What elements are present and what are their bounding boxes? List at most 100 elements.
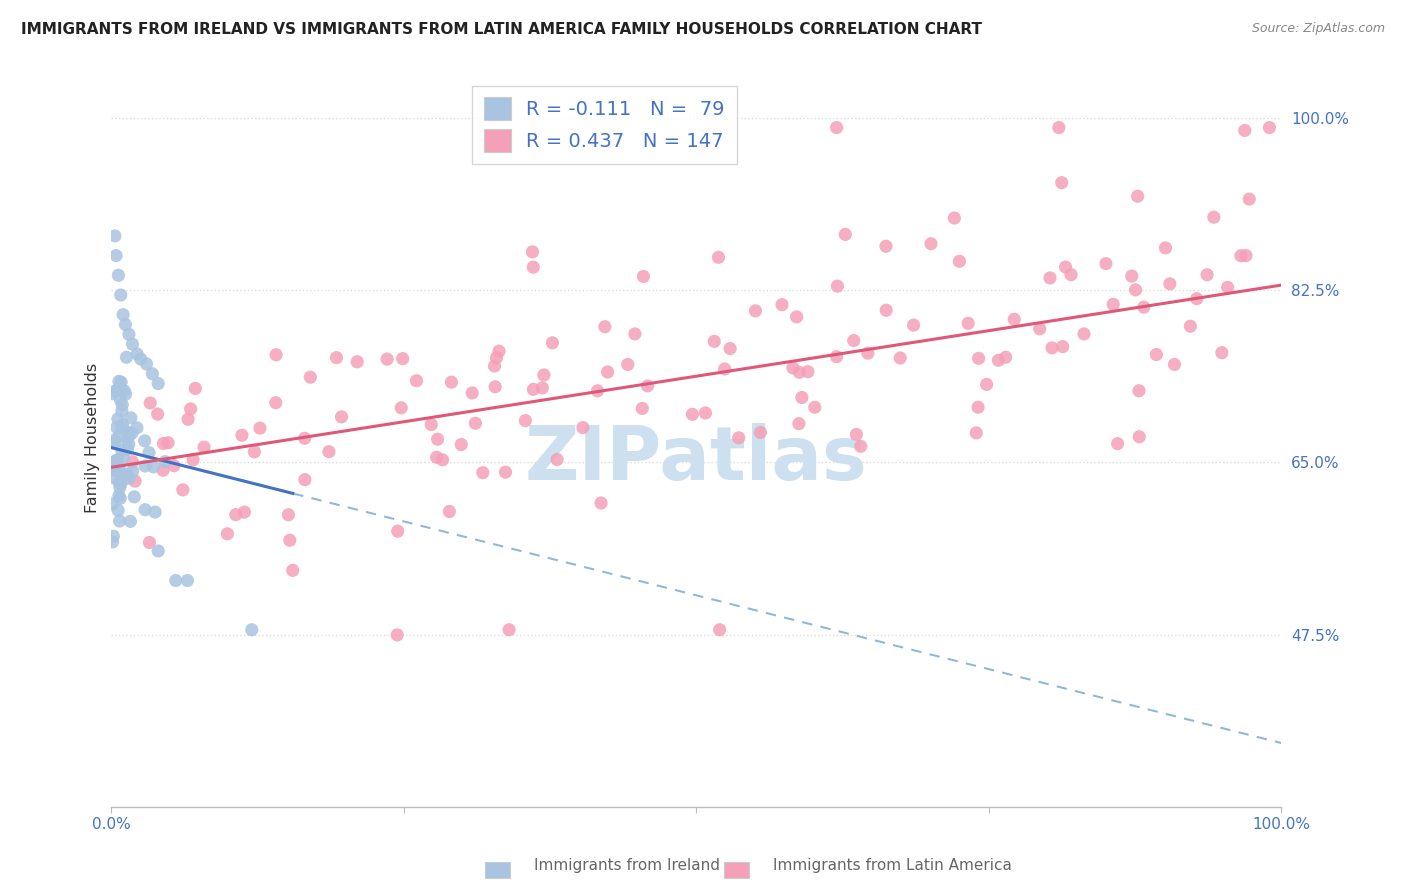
Point <box>129 351 152 366</box>
Point <box>1052 340 1074 354</box>
Point <box>546 452 568 467</box>
Point <box>976 377 998 392</box>
Point <box>112 450 135 465</box>
Point <box>135 357 157 371</box>
Point <box>114 387 136 401</box>
Point <box>703 334 725 349</box>
Point <box>633 269 655 284</box>
Point <box>240 623 263 637</box>
Point <box>101 463 124 477</box>
Point <box>193 440 215 454</box>
Legend: R = -0.111   N =  79, R = 0.437   N = 147: R = -0.111 N = 79, R = 0.437 N = 147 <box>472 86 737 163</box>
Point <box>138 535 160 549</box>
Point <box>967 351 990 366</box>
Point <box>117 442 139 457</box>
Point <box>967 401 990 415</box>
Point <box>572 420 595 434</box>
Point <box>1144 347 1167 361</box>
Point <box>104 384 127 398</box>
Point <box>111 403 134 417</box>
Point <box>522 244 544 259</box>
Point <box>948 254 970 268</box>
Point <box>148 544 170 558</box>
Point <box>1125 283 1147 297</box>
Point <box>118 471 141 485</box>
Point <box>146 407 169 421</box>
Point <box>108 475 131 490</box>
Point <box>1128 384 1150 398</box>
Point <box>110 491 132 506</box>
Point <box>143 505 166 519</box>
Point <box>138 445 160 459</box>
Point <box>1233 123 1256 137</box>
Point <box>586 384 609 398</box>
Point <box>420 417 443 432</box>
Point <box>593 319 616 334</box>
Point <box>637 379 659 393</box>
Point <box>495 465 517 479</box>
Point <box>264 395 287 409</box>
Point <box>111 398 134 412</box>
Point <box>522 382 544 396</box>
Point <box>111 417 134 432</box>
Point <box>105 249 128 263</box>
Point <box>834 227 856 242</box>
Point <box>104 459 127 474</box>
Point <box>134 458 156 473</box>
Point <box>104 455 127 469</box>
Point <box>1202 210 1225 224</box>
Point <box>845 427 868 442</box>
Point <box>488 344 510 359</box>
Point <box>1040 341 1063 355</box>
Point <box>104 435 127 450</box>
Y-axis label: Family Households: Family Households <box>86 363 100 513</box>
Point <box>112 308 135 322</box>
Point <box>718 342 741 356</box>
Point <box>124 474 146 488</box>
Point <box>121 426 143 441</box>
Point <box>782 360 804 375</box>
Point <box>325 351 347 365</box>
Point <box>125 421 148 435</box>
Point <box>1107 436 1129 450</box>
Point <box>875 303 897 318</box>
Point <box>181 452 204 467</box>
Point <box>541 335 564 350</box>
Point <box>115 351 138 365</box>
Point <box>744 303 766 318</box>
Point <box>112 384 135 398</box>
Point <box>375 352 398 367</box>
Point <box>803 401 825 415</box>
Point <box>1047 120 1070 135</box>
Point <box>498 623 520 637</box>
Point <box>827 279 849 293</box>
Point <box>115 432 138 446</box>
Point <box>450 437 472 451</box>
Point <box>589 496 612 510</box>
Point <box>120 410 142 425</box>
Point <box>122 490 145 504</box>
Point <box>101 386 124 401</box>
Text: Source: ZipAtlas.com: Source: ZipAtlas.com <box>1251 22 1385 36</box>
Point <box>533 368 555 382</box>
Point <box>903 318 925 332</box>
Point <box>825 350 848 364</box>
Text: ZIPatlas: ZIPatlas <box>524 424 868 497</box>
Point <box>1163 358 1185 372</box>
Point <box>920 236 942 251</box>
Point <box>727 431 749 445</box>
Point <box>943 211 966 225</box>
Text: Immigrants from Ireland: Immigrants from Ireland <box>534 858 720 872</box>
Point <box>152 463 174 477</box>
Point <box>426 432 449 446</box>
Point <box>294 473 316 487</box>
Point <box>1102 297 1125 311</box>
Point <box>484 380 506 394</box>
Point <box>624 326 647 341</box>
Point <box>233 505 256 519</box>
Point <box>994 350 1017 364</box>
Point <box>464 416 486 430</box>
Point <box>120 515 142 529</box>
Point <box>1050 176 1073 190</box>
Point <box>682 407 704 421</box>
